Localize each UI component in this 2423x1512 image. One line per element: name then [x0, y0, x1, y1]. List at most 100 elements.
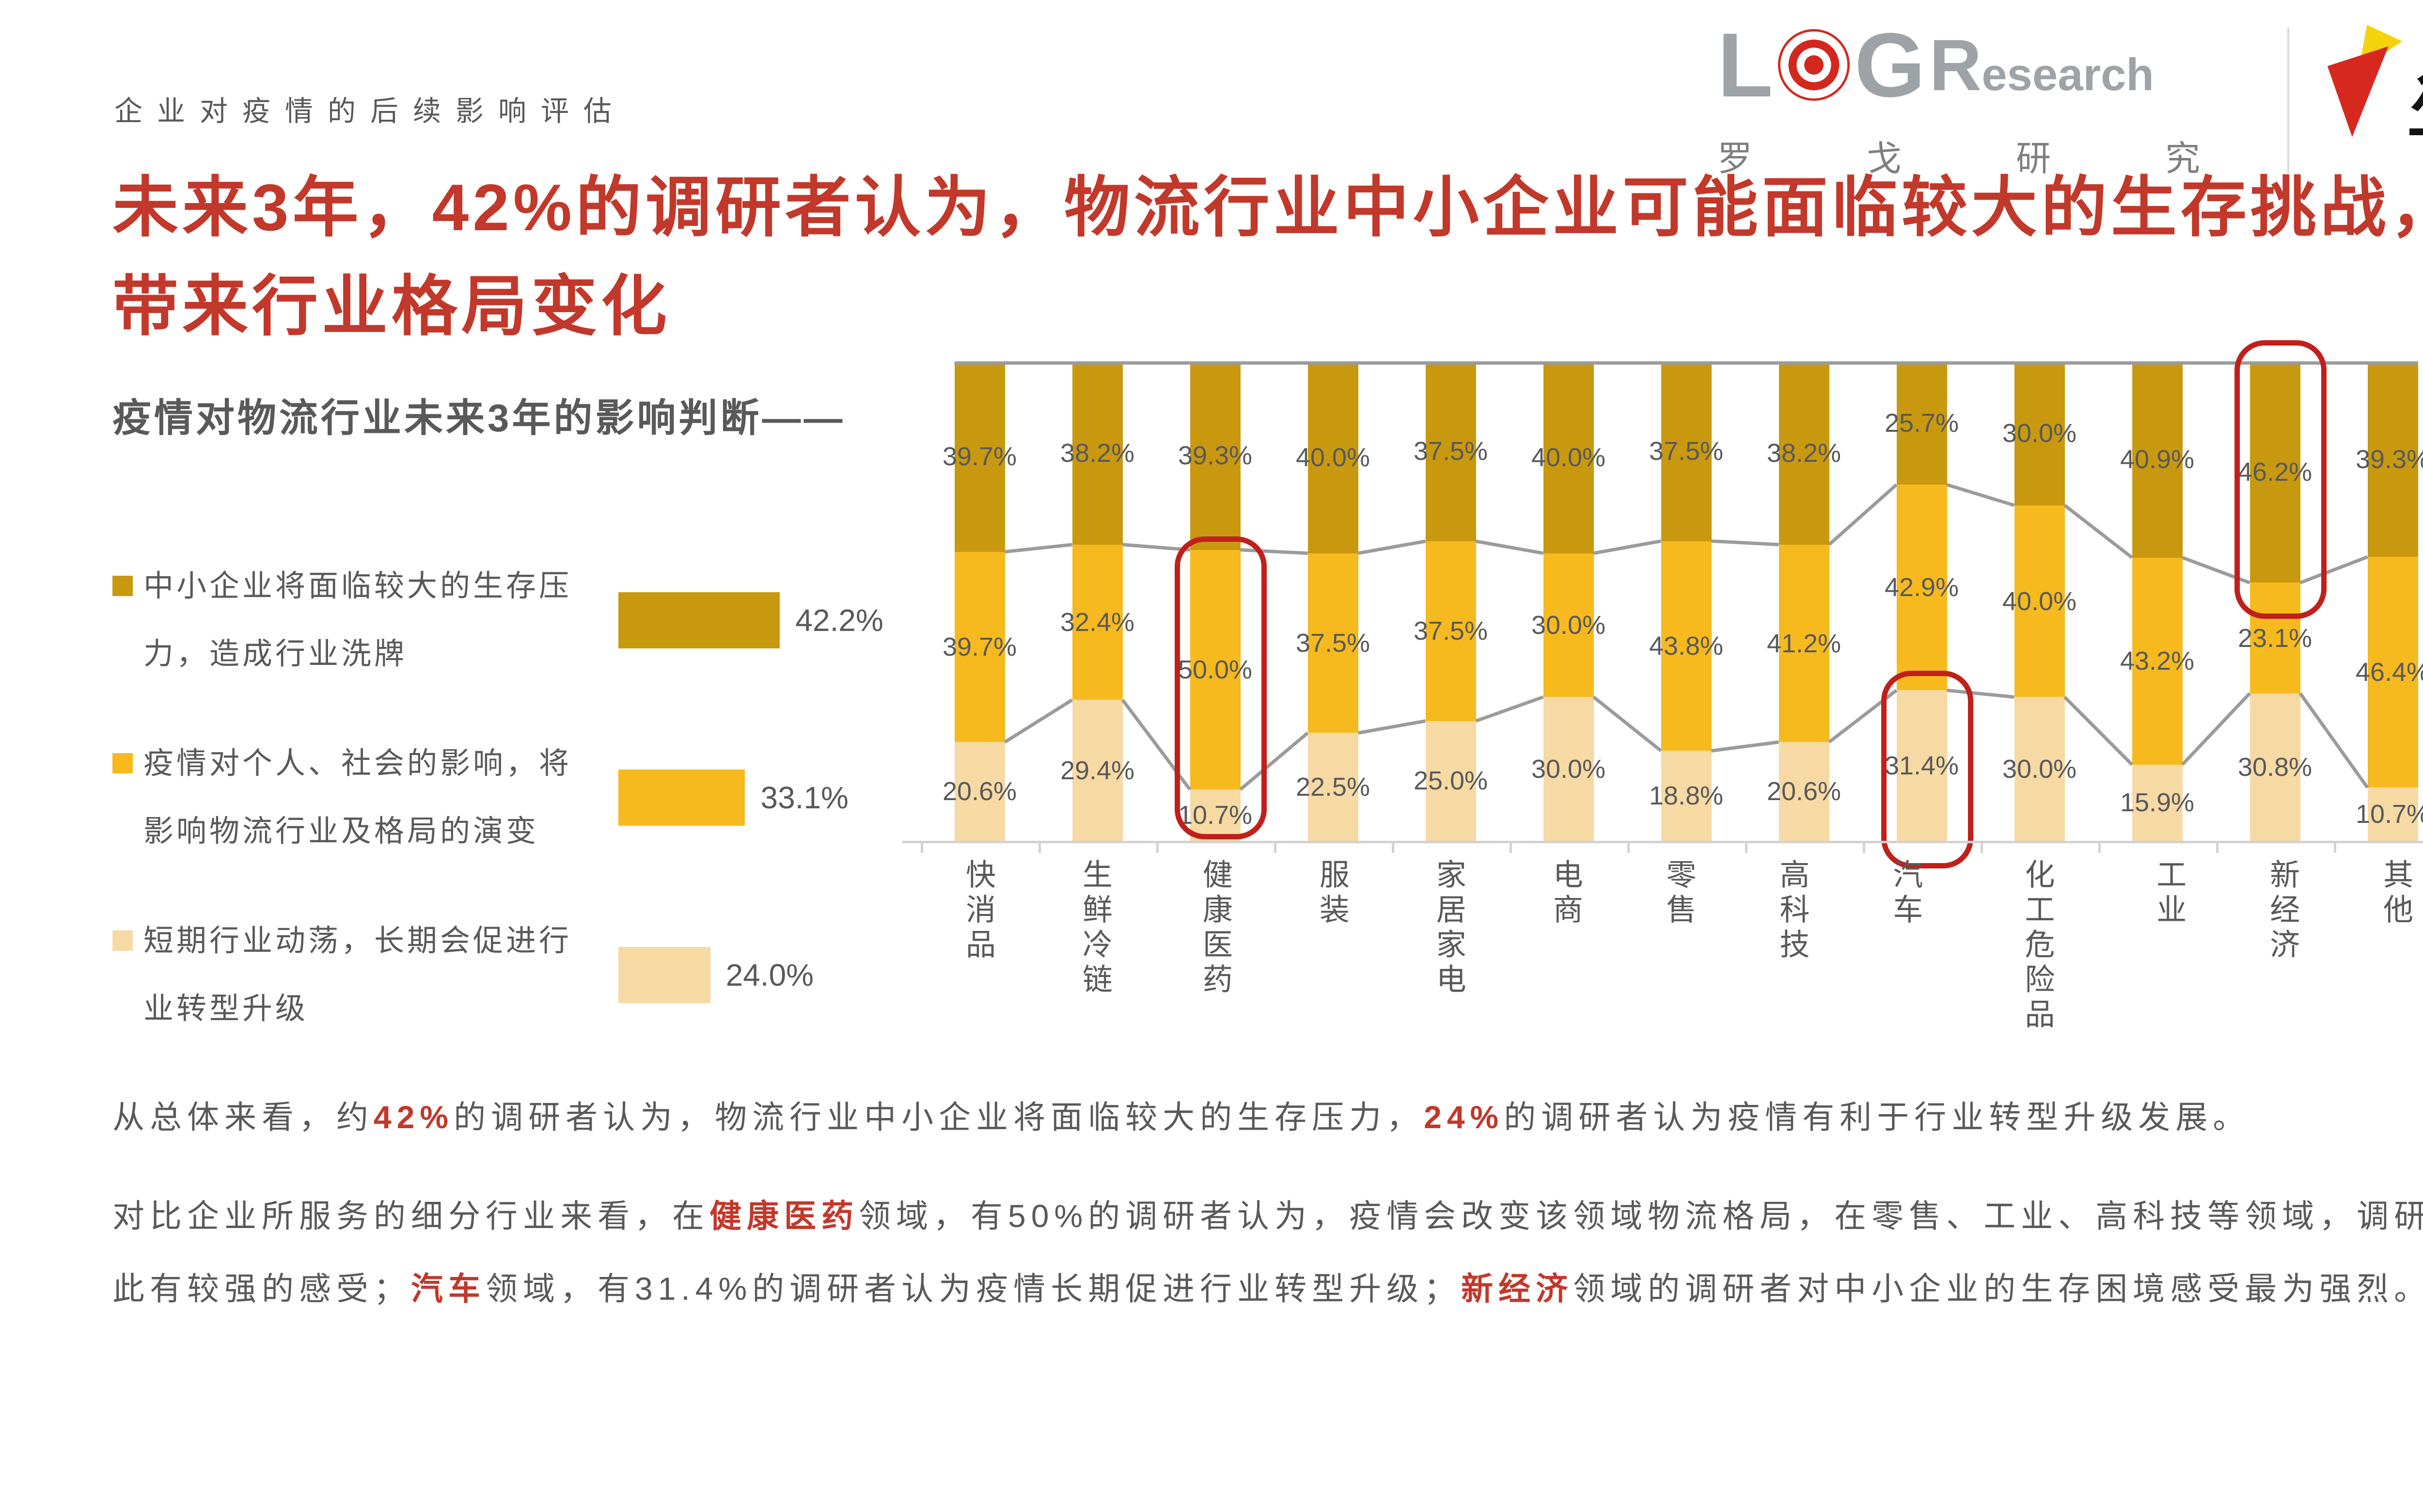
axis-tick: [2334, 843, 2336, 853]
arrow-bird-icon: [2327, 24, 2403, 137]
bar-value-label: 39.7%: [942, 442, 1017, 472]
axis-tick: [1863, 843, 1865, 853]
page-title: 未来3年，42%的调研者认为，物流行业中小企业可能面临较大的生存挑战，并带来行业…: [112, 171, 2423, 343]
legend-swatch-icon: [112, 930, 133, 951]
x-axis-label: 化工危险品: [2020, 859, 2054, 1033]
legend-label: 疫情对个人、社会的影响，将影响物流行业及格局的演变: [143, 747, 572, 848]
bar-value-label: 38.2%: [1766, 438, 1841, 468]
bar-segment: [1778, 742, 1829, 841]
highlight-ring-新经济: [2234, 340, 2327, 619]
axis-tick: [2216, 843, 2218, 853]
axis-tick: [1392, 843, 1394, 853]
bar-segment: [1190, 550, 1241, 790]
bar-value-label: 30.0%: [1531, 610, 1606, 640]
bar-value-label: 22.5%: [1295, 772, 1370, 802]
x-axis-label: 汽车: [1888, 859, 1922, 929]
bar-value-label: 43.8%: [1649, 631, 1724, 661]
legend-value: 42.2%: [795, 603, 883, 638]
chart-subtitle: 疫情对物流行业未来3年的影响判断——: [112, 396, 846, 440]
x-axis-cell: 家居家电: [1388, 859, 1508, 1033]
axis-tick: [1981, 843, 1983, 853]
bar-segment: [1307, 362, 1358, 553]
x-axis-labels: 快消品 生鲜冷链 健康医药 服装 家居家电 电商 零售 高科技 汽车 化工危险品 工业 新经济 其他: [921, 859, 2423, 1033]
bar-value-label: 37.5%: [1413, 437, 1488, 466]
bar-segment: [1896, 485, 1947, 691]
legend-swatch-icon: [112, 753, 133, 773]
x-axis-label: 健康医药: [1197, 859, 1231, 998]
x-axis-cell: 化工危险品: [1961, 859, 2111, 1033]
x-axis-cell: 快消品: [921, 859, 1034, 1033]
target-icon: [1778, 29, 1850, 101]
logr-wordmark: L G Research: [1717, 19, 2154, 110]
bar-segment: [1543, 697, 1594, 841]
legend-swatch-icon: [112, 576, 133, 596]
axis-tick: [1038, 843, 1041, 853]
bar-value-label: 32.4%: [1060, 608, 1135, 637]
bar-value-label: 41.2%: [1766, 629, 1841, 658]
bar-segment: [2014, 505, 2065, 697]
bar-segment: [1072, 700, 1123, 841]
bar-value-label: 30.0%: [2002, 419, 2077, 448]
logr-logo: L G Research 罗 戈 研 究: [1717, 19, 2252, 181]
paragraph-text: 的调研者认为疫情有利于行业转型升级发展。: [1504, 1099, 2250, 1135]
bar-value-label: 25.0%: [1413, 766, 1488, 796]
bar-value-label: 37.5%: [1295, 629, 1370, 658]
logr-letter-l: L: [1717, 14, 1773, 116]
bar-value-label: 10.7%: [2355, 800, 2423, 829]
bar-value-label: 39.3%: [1178, 441, 1253, 471]
bar-segment: [1543, 553, 1594, 697]
bar-value-label: 30.0%: [2002, 754, 2077, 784]
bar-value-label: 30.0%: [1531, 754, 1606, 784]
x-axis-cell: 高科技: [1735, 859, 1848, 1033]
axis-tick: [1745, 843, 1747, 853]
x-axis-cell: 生鲜冷链: [1034, 859, 1154, 1033]
legend-bar-group: 42.2%: [618, 592, 883, 648]
body-paragraph-1: 从总体来看，约42%的调研者认为，物流行业中小企业将面临较大的生存压力，24%的…: [112, 1081, 2423, 1153]
bar-value-label: 20.6%: [1766, 777, 1841, 806]
bar-segment: [1072, 544, 1123, 700]
legend-bar-group: 24.0%: [618, 947, 814, 1003]
bar-value-label: 37.5%: [1413, 616, 1488, 646]
axis-tick: [1510, 843, 1512, 853]
logr-chinese-name: 罗 戈 研 究: [1717, 140, 2252, 178]
bar-value-label: 25.7%: [1884, 409, 1959, 438]
legend-item: 疫情对个人、社会的影响，将影响物流行业及格局的演变 33.1%: [112, 730, 927, 866]
axis-tick: [1274, 843, 1276, 853]
x-axis-cell: 汽车: [1848, 859, 1961, 1033]
bar-value-label: 40.0%: [2002, 586, 2077, 616]
logr-letter-g: G: [1854, 14, 1926, 116]
bar-segment: [2250, 362, 2300, 583]
x-axis-line: [902, 841, 2423, 853]
bar-value-label: 39.3%: [2355, 444, 2423, 474]
xianglesong-logo: 想乐送 联天下 想必达: [2324, 23, 2423, 178]
bar-value-label: 46.4%: [2355, 658, 2423, 687]
x-axis-cell: 零售: [1621, 859, 1735, 1033]
legend-label: 中小企业将面临较大的生存压力，造成行业洗牌: [143, 569, 572, 671]
logos: L G Research 罗 戈 研 究 想乐送 联天下 想必达: [1717, 19, 2423, 181]
bar-value-label: 30.8%: [2237, 752, 2313, 782]
bar-value-label: 38.2%: [1060, 438, 1135, 468]
bar-value-label: 18.8%: [1649, 781, 1724, 811]
x-axis-label: 零售: [1661, 859, 1695, 929]
bar-segment: [1307, 733, 1358, 841]
paragraph-text: 对比企业所服务的细分行业来看，在: [112, 1198, 709, 1234]
highlighted-term: 新经济: [1461, 1271, 1573, 1307]
bar-segment: [954, 551, 1005, 742]
bar-segment: [1190, 362, 1241, 550]
connector-lines: [954, 361, 2418, 791]
x-axis-cell: 新经济: [2225, 859, 2338, 1033]
x-axis-label: 高科技: [1775, 859, 1809, 963]
logr-letter-r: R: [1929, 24, 1982, 106]
legend-value: 33.1%: [760, 780, 849, 815]
bar-value-label: 42.9%: [1884, 573, 1959, 602]
legend-bar-group: 33.1%: [618, 770, 849, 826]
bar-segment: [1072, 362, 1123, 545]
bar-segment: [1425, 362, 1476, 541]
paragraph-text: 从总体来看，约: [112, 1099, 374, 1135]
bar-segment: [2132, 764, 2183, 841]
bar-value-label: 23.1%: [2237, 623, 2313, 653]
bar-segment: [1661, 362, 1712, 541]
x-axis-label: 工业: [2152, 859, 2186, 929]
bar-value-label: 46.2%: [2237, 457, 2313, 487]
legend-mini-bar: [618, 592, 780, 648]
